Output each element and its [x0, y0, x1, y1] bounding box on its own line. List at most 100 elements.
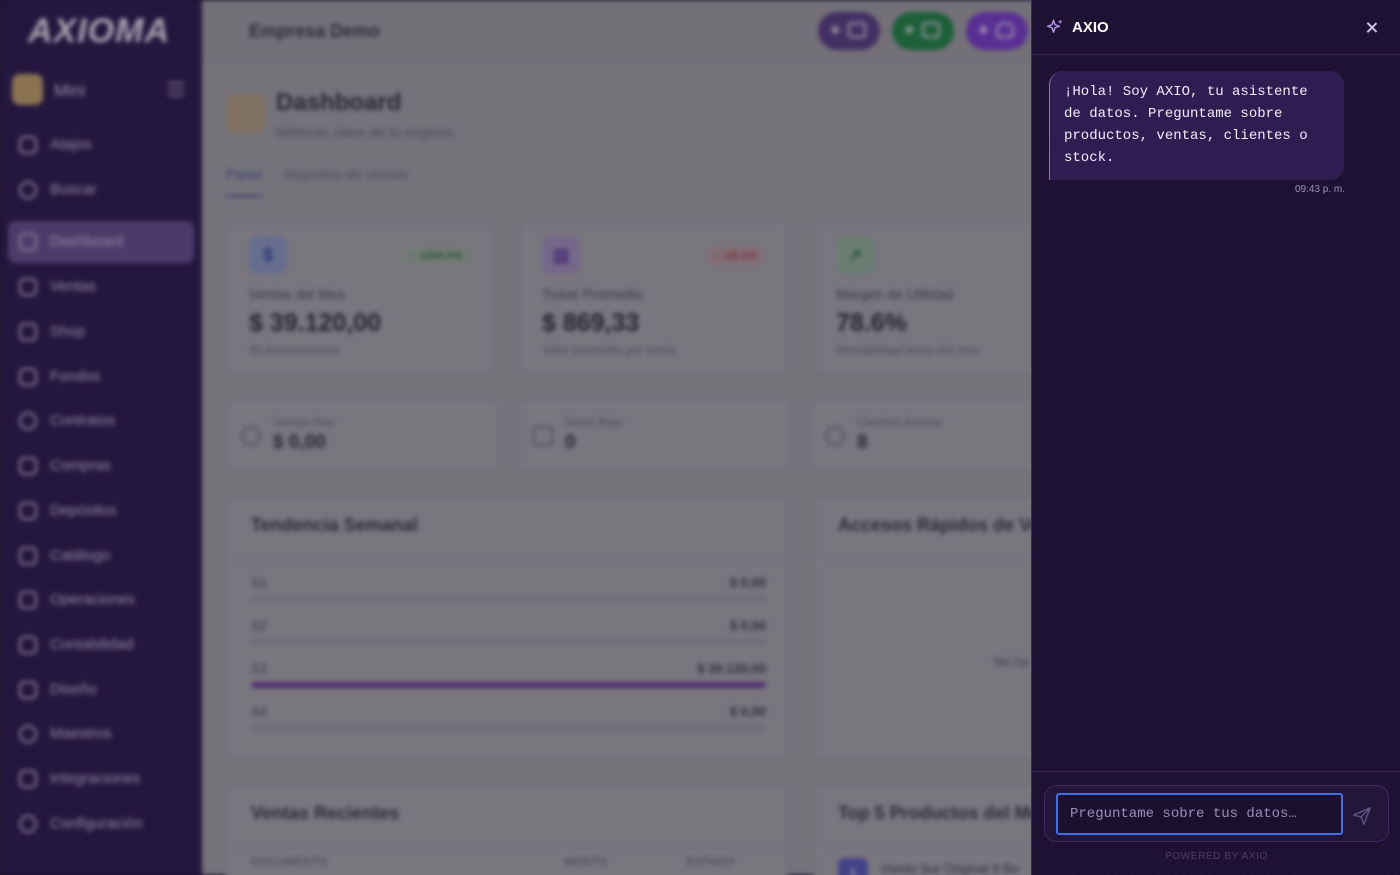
week-label: S2 [251, 618, 267, 633]
divider [814, 558, 1212, 559]
sidebar-item-buscar[interactable]: Buscar [8, 169, 194, 211]
message-timestamp: 09:43 p. m. [1294, 184, 1345, 195]
close-icon[interactable] [1361, 17, 1383, 39]
new-sale-button[interactable]: + [818, 12, 880, 50]
chat-header: AXIO [1032, 0, 1400, 55]
bar-chart-icon: ▥ [542, 236, 580, 274]
sidebar: AXIOMA Mini Atajos Buscar Dashboard Vent… [0, 0, 202, 875]
star-icon [19, 136, 37, 154]
plus-icon: + [904, 20, 915, 40]
send-icon[interactable] [1351, 805, 1373, 827]
week-value: $ 0,00 [729, 704, 766, 719]
trending-up-icon: ↗ [836, 236, 874, 274]
kpi-card-ticket-promedio: ▥ ↓ -19.1% Ticket Promedio $ 869,33 Valo… [519, 222, 788, 374]
home-icon [19, 233, 37, 251]
plus-icon: + [830, 20, 841, 40]
sidebar-item-fondos[interactable]: Fondos [8, 356, 194, 398]
tab-underline [226, 195, 262, 197]
progress-fill [251, 682, 766, 688]
kpi-label: Ticket Promedio [542, 286, 643, 302]
warning-icon [533, 426, 553, 446]
recent-sales-card: Ventas Recientes DOCUMENTO MONTO ESTADO [226, 785, 788, 875]
axio-chat-panel: AXIO ¡Hola! Soy AXIO, tu asistente de da… [1031, 0, 1400, 875]
column-header: ESTADO [687, 856, 735, 868]
sidebar-item-operaciones[interactable]: Operaciones [8, 579, 194, 621]
sidebar-item-label: Catálogo [50, 547, 111, 564]
kpi-label: Ventas del Mes [249, 286, 345, 302]
sidebar-item-catalogo[interactable]: Catálogo [8, 535, 194, 577]
mini-card-ventas-hoy: Ventas Hoy $ 0,00 [226, 399, 500, 472]
column-header: MONTO [564, 856, 608, 868]
sidebar-item-integraciones[interactable]: Integraciones [8, 758, 194, 800]
sidebar-item-label: Shop [50, 323, 86, 340]
tab-panel[interactable]: Panel [226, 166, 262, 182]
new-client-button[interactable]: + [966, 12, 1028, 50]
sidebar-item-compras[interactable]: Compras [8, 445, 194, 487]
sidebar-item-label: Ventas [50, 278, 96, 295]
section-title: Ventas Recientes [251, 803, 400, 823]
kpi-value: 78.6% [836, 309, 907, 337]
week-label: S1 [251, 575, 267, 590]
plus-icon: + [978, 20, 989, 40]
sidebar-item-atajos[interactable]: Atajos [8, 124, 194, 166]
sidebar-item-dashboard[interactable]: Dashboard [8, 221, 194, 263]
divider [814, 846, 1212, 847]
menu-icon[interactable] [168, 82, 184, 96]
chat-composer: POWERED BY AXIO [1032, 771, 1400, 875]
cart-icon [848, 22, 866, 38]
clipboard-icon [19, 457, 37, 475]
divider [227, 558, 787, 559]
progress-track [251, 596, 766, 602]
kpi-note: 45 transacciones [249, 343, 340, 357]
mini-value: $ 0,00 [273, 432, 326, 453]
sparkles-icon [1046, 19, 1063, 33]
divider [227, 846, 787, 847]
chat-input[interactable] [1056, 793, 1343, 835]
kpi-card-ventas-mes: $ ↑ 1204.0% Ventas del Mes $ 39.120,00 4… [226, 222, 494, 374]
page-subtitle: Métricas clave de tu negocio [276, 124, 454, 140]
trend-row: S1 $ 0,00 [251, 575, 766, 607]
sidebar-item-depositos[interactable]: Depósitos [8, 490, 194, 532]
archive-icon [19, 547, 37, 565]
new-product-button[interactable]: + [892, 12, 954, 50]
sidebar-item-label: Integraciones [50, 770, 141, 787]
sidebar-item-label: Dashboard [50, 233, 124, 250]
dollar-icon: $ [249, 236, 287, 274]
sidebar-item-shop[interactable]: Shop [8, 311, 194, 353]
sidebar-item-label: Depósitos [50, 502, 117, 519]
trend-badge: ↑ 1204.0% [403, 247, 471, 265]
store-icon [19, 323, 37, 341]
trend-row: S4 $ 0,00 [251, 704, 766, 736]
sidebar-item-contabilidad[interactable]: Contabilidad [8, 624, 194, 666]
wallet-icon [19, 368, 37, 386]
sidebar-item-configuracion[interactable]: Configuración [8, 803, 194, 845]
sidebar-item-maestros[interactable]: Maestros [8, 713, 194, 755]
archive-icon [922, 22, 940, 38]
workspace-name: Mini [54, 81, 86, 100]
mini-label: Clientes Activos [857, 415, 942, 429]
users-icon [825, 426, 845, 446]
chat-title: AXIO [1072, 19, 1109, 36]
sidebar-item-diseno[interactable]: Diseño [8, 669, 194, 711]
sidebar-item-label: Fondos [50, 368, 101, 385]
kpi-value: $ 39.120,00 [249, 309, 382, 337]
input-container [1044, 785, 1389, 842]
link-icon [19, 770, 37, 788]
empty-state: No ha [994, 654, 1029, 669]
tab-reportes-ventas[interactable]: Reportes de Ventas [285, 166, 408, 182]
sidebar-item-ventas[interactable]: Ventas [8, 266, 194, 308]
week-value: $ 0,00 [729, 575, 766, 590]
product-name: Viento Sur Original 9 Bo [880, 861, 1020, 875]
sidebar-item-label: Contabilidad [50, 636, 134, 653]
section-title: Top 5 Productos del Me [838, 803, 1040, 823]
wrench-icon [19, 591, 37, 609]
gear-icon [19, 815, 37, 833]
workspace-switcher[interactable]: Mini [12, 74, 192, 106]
page-title: Dashboard [276, 89, 402, 116]
book-icon [19, 636, 37, 654]
trend-badge: ↓ -19.1% [705, 247, 765, 265]
user-icon [996, 22, 1014, 38]
week-label: S4 [251, 704, 267, 719]
sidebar-item-label: Configuración [50, 815, 143, 832]
sidebar-item-contratos[interactable]: Contratos [8, 400, 194, 442]
